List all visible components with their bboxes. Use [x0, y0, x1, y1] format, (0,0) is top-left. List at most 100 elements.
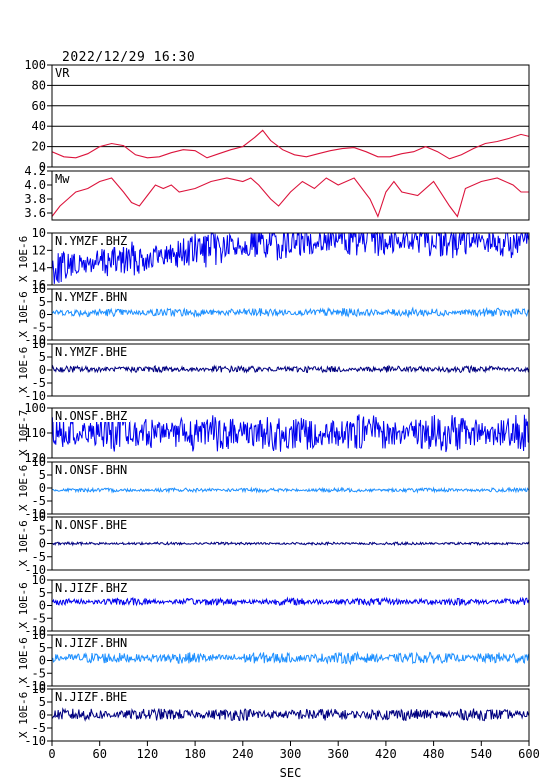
onsf_bhn-y-tick-label: -10 — [24, 507, 46, 521]
onsf_bhe-panel-label: N.ONSF.BHE — [55, 518, 127, 532]
mw-y-tick-label: 3.8 — [24, 192, 46, 206]
jizf_bhe-y-tick-label: 0 — [39, 708, 46, 722]
mw-panel-label: Mw — [55, 172, 70, 186]
mw-y-tick-label: 4.2 — [24, 164, 46, 178]
ymzf_bhz-label-bg — [53, 234, 130, 247]
ymzf_bhz-y-tick-label: 10 — [32, 226, 46, 240]
onsf_bhn-series-line — [51, 486, 530, 494]
ymzf_bhn-y-tick-label: 10 — [32, 282, 46, 296]
x-axis: 0 60 120 180 240 300 360 420 480 540 600 SEC — [48, 741, 540, 780]
ymzf_bhn-label-bg — [53, 290, 130, 303]
ymzf_bhn-y-tick-label: -5 — [32, 320, 46, 334]
ymzf_bhz-frame — [51, 232, 530, 286]
jizf_bhn-y-tick-label: 10 — [32, 628, 46, 642]
mw-frame — [51, 170, 530, 221]
ymzf_bhe-series-line — [51, 364, 530, 374]
jizf_bhn-frame — [51, 634, 530, 687]
vr-y-tick-label: 60 — [32, 99, 46, 113]
onsf_bhe-y-tick-label: -5 — [32, 550, 46, 564]
onsf_bhz-frame — [51, 407, 530, 459]
datetime-header: 2022/12/29 16:30 — [62, 50, 196, 65]
vr-y-tick-label: 100 — [24, 58, 46, 72]
jizf_bhe-label-bg — [53, 690, 130, 703]
onsf_bhz-y-tick-label: 120 — [24, 451, 46, 465]
jizf_bhz-panel-label: N.JIZF.BHZ — [55, 581, 127, 595]
ymzf_bhe-unit-label: X 10E-6 — [17, 347, 30, 393]
jizf_bhz-series-line — [51, 596, 530, 607]
onsf_bhz-y-tick-label: 110 — [24, 426, 46, 440]
mw-label-bg — [53, 172, 72, 185]
ymzf_bhn-y-tick-label: 0 — [39, 308, 46, 322]
jizf_bhe-y-tick-label: 10 — [32, 682, 46, 696]
ymzf_bhz-series-line — [51, 231, 530, 284]
panel-mw: 3.63.84.04.2 Mw — [24, 164, 530, 221]
jizf_bhz-unit-label: X 10E-6 — [17, 582, 30, 628]
jizf_bhe-y-tick-label: -10 — [24, 734, 46, 748]
onsf_bhe-y-tick-label: 10 — [32, 510, 46, 524]
x-axis-label: SEC — [280, 766, 302, 780]
jizf_bhn-y-tick-label: 0 — [39, 654, 46, 668]
ymzf_bhn-frame — [51, 288, 530, 341]
jizf_bhe-y-tick-label: -5 — [32, 721, 46, 735]
onsf_bhn-y-tick-label: -5 — [32, 494, 46, 508]
onsf_bhn-unit-label: X 10E-6 — [17, 465, 30, 511]
vr-y-tick-label: 20 — [32, 140, 46, 154]
x-tick-label: 60 — [92, 747, 106, 761]
onsf_bhe-y-tick-label: 5 — [39, 523, 46, 537]
onsf_bhn-frame — [51, 461, 530, 515]
x-tick-label: 300 — [280, 747, 302, 761]
ymzf_bhn-unit-label: X 10E-6 — [17, 291, 30, 337]
vr-y-tick-label: 0 — [39, 160, 46, 174]
jizf_bhz-y-tick-label: 10 — [32, 573, 46, 587]
onsf_bhz-label-bg — [53, 409, 130, 422]
x-tick-label: 600 — [518, 747, 540, 761]
vr-frame — [51, 64, 530, 168]
vr-panel-label: VR — [55, 66, 70, 80]
onsf_bhz-y-tick-label: 100 — [24, 401, 46, 415]
jizf_bhe-series-line — [51, 707, 530, 722]
onsf_bhe-y-tick-label: 0 — [39, 537, 46, 551]
panel-vr: 0 20 40 60 80 100 VR — [24, 58, 530, 174]
onsf_bhn-y-tick-label: 10 — [32, 455, 46, 469]
jizf_bhz-frame — [51, 579, 530, 632]
mw-y-tick-label: 4.0 — [24, 178, 46, 192]
ymzf_bhn-series-line — [51, 306, 530, 319]
ymzf_bhe-y-tick-label: -5 — [32, 376, 46, 390]
onsf_bhe-frame — [51, 516, 530, 571]
vr-y-tick-label: 40 — [32, 119, 46, 133]
x-tick-label: 120 — [137, 747, 159, 761]
onsf_bhe-series-line — [51, 540, 530, 547]
jizf_bhe-panel-label: N.JIZF.BHE — [55, 690, 127, 704]
ymzf_bhz-y-tick-label: 14 — [32, 261, 46, 275]
x-tick-label: 240 — [232, 747, 254, 761]
jizf_bhn-series-line — [51, 650, 530, 666]
onsf_bhz-panel-label: N.ONSF.BHZ — [55, 409, 127, 423]
jizf_bhe-y-tick-label: 5 — [39, 695, 46, 709]
onsf_bhn-label-bg — [53, 463, 130, 476]
ymzf_bhe-y-tick-label: 0 — [39, 363, 46, 377]
ymzf_bhe-y-tick-label: 5 — [39, 350, 46, 364]
onsf_bhz-unit-label: X 10E-7 — [17, 410, 30, 456]
jizf_bhn-unit-label: X 10E-6 — [17, 637, 30, 683]
mw-series-line — [51, 177, 529, 219]
onsf_bhn-y-tick-label: 0 — [39, 481, 46, 495]
ymzf_bhe-label-bg — [53, 345, 130, 358]
x-tick-label: 360 — [327, 747, 349, 761]
x-tick-label: 480 — [423, 747, 445, 761]
jizf_bhz-y-tick-label: 5 — [39, 586, 46, 600]
ymzf_bhn-y-tick-label: -10 — [24, 333, 46, 347]
x-tick-label: 420 — [375, 747, 397, 761]
vr-label-bg — [53, 66, 72, 79]
jizf_bhe-unit-label: X 10E-6 — [17, 692, 30, 738]
ymzf_bhn-panel-label: N.YMZF.BHN — [55, 290, 127, 304]
ymzf_bhz-y-tick-label: 16 — [32, 278, 46, 292]
jizf_bhz-y-tick-label: -10 — [24, 624, 46, 638]
vr-y-tick-label: 80 — [32, 78, 46, 92]
